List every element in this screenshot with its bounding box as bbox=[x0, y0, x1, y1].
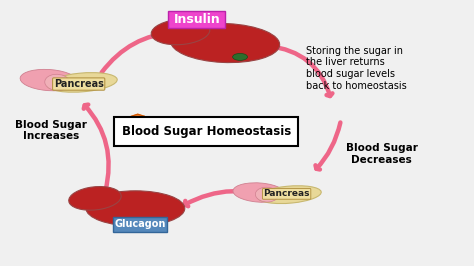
Ellipse shape bbox=[233, 183, 285, 202]
Ellipse shape bbox=[142, 218, 155, 224]
FancyBboxPatch shape bbox=[114, 117, 299, 146]
Text: Glucagon: Glucagon bbox=[114, 219, 166, 229]
Polygon shape bbox=[119, 125, 133, 133]
Ellipse shape bbox=[258, 186, 321, 203]
Ellipse shape bbox=[69, 186, 121, 210]
Ellipse shape bbox=[20, 69, 78, 91]
Polygon shape bbox=[131, 114, 144, 123]
Ellipse shape bbox=[255, 187, 278, 202]
Polygon shape bbox=[115, 117, 128, 125]
FancyBboxPatch shape bbox=[113, 217, 167, 232]
Ellipse shape bbox=[47, 73, 117, 92]
Text: Pancreas: Pancreas bbox=[264, 189, 310, 198]
FancyBboxPatch shape bbox=[168, 11, 225, 28]
Text: Blood Sugar
Increases: Blood Sugar Increases bbox=[15, 119, 87, 141]
Text: Blood Sugar
Decreases: Blood Sugar Decreases bbox=[346, 143, 418, 165]
Ellipse shape bbox=[233, 53, 247, 60]
Ellipse shape bbox=[151, 19, 210, 45]
Ellipse shape bbox=[171, 23, 280, 63]
Ellipse shape bbox=[86, 191, 185, 226]
Text: Insulin: Insulin bbox=[173, 13, 220, 26]
Text: Storing the sugar in
the liver returns
blood sugar levels
back to homeostasis: Storing the sugar in the liver returns b… bbox=[306, 46, 406, 90]
Ellipse shape bbox=[45, 74, 70, 90]
Text: Pancreas: Pancreas bbox=[54, 79, 104, 89]
Text: Blood Sugar Homeostasis: Blood Sugar Homeostasis bbox=[122, 125, 291, 138]
